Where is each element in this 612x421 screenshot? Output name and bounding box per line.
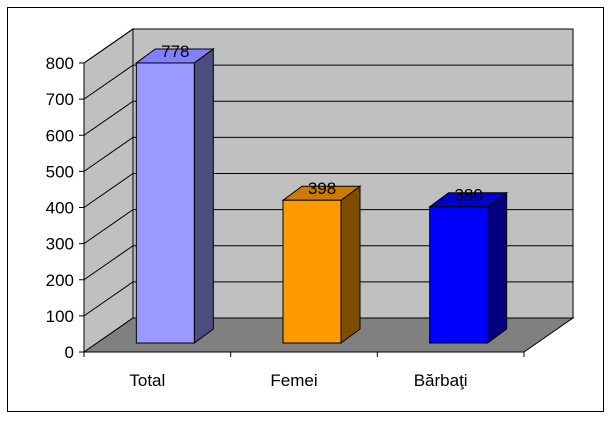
gridline-side <box>83 245 134 281</box>
bar-femei <box>281 185 362 344</box>
gridline-side <box>83 209 134 245</box>
bar-front <box>282 199 342 344</box>
bar-brbai <box>428 191 509 344</box>
y-axis: 0 100 200 300 400 500 600 700 800 <box>46 54 525 362</box>
bar-total <box>134 47 215 344</box>
bar-front <box>135 62 195 344</box>
bar-side <box>487 191 508 344</box>
x-tick-label: Femei <box>270 371 317 390</box>
gridline-side <box>83 64 134 100</box>
bar-side <box>340 185 361 344</box>
y-tick-label: 700 <box>46 90 74 109</box>
y-tick-label: 600 <box>46 126 74 145</box>
gridline-side <box>83 281 134 317</box>
y-tick-label: 800 <box>46 54 74 73</box>
bar-side <box>193 47 214 344</box>
data-label: 380 <box>454 186 482 205</box>
data-label: 778 <box>161 42 189 61</box>
y-tick-label: 400 <box>46 199 74 218</box>
gridline-side <box>83 28 134 64</box>
gridline-side <box>83 136 134 172</box>
y-tick-label: 300 <box>46 235 74 254</box>
data-label: 398 <box>308 179 336 198</box>
gridline-side <box>83 173 134 208</box>
y-tick-label: 500 <box>46 162 74 181</box>
bar-front <box>429 206 489 344</box>
y-tick-label: 100 <box>46 307 74 326</box>
x-tick-label: Bărbaţi <box>414 371 468 390</box>
gridline-side <box>83 100 134 136</box>
x-tick-label: Total <box>129 371 165 390</box>
y-tick-label: 0 <box>65 343 74 362</box>
y-tick-label: 200 <box>46 271 74 290</box>
bars <box>134 47 509 344</box>
labels: 778 Total 398 Femei 380 Bărbaţi <box>129 42 482 390</box>
